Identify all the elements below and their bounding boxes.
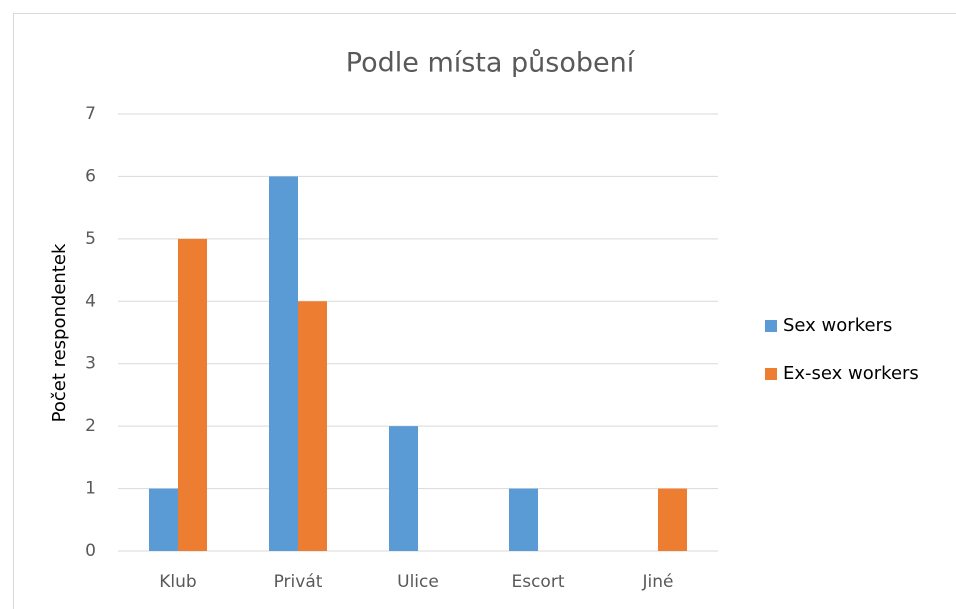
- legend-swatch: [765, 368, 777, 380]
- y-axis-label: Počet respondentek: [49, 243, 70, 422]
- x-tick-label: Jiné: [642, 572, 674, 592]
- y-tick-label: 3: [85, 354, 96, 374]
- y-tick-label: 2: [85, 416, 96, 436]
- x-tick-label: Ulice: [397, 572, 439, 592]
- y-tick-label: 7: [85, 104, 96, 124]
- bar: [509, 488, 538, 551]
- y-tick-label: 0: [85, 541, 96, 561]
- bar: [658, 488, 687, 551]
- bar: [269, 176, 298, 551]
- x-tick-label: Privát: [274, 572, 323, 592]
- chart-title: Podle místa působení: [346, 48, 636, 79]
- x-tick-label: Klub: [159, 572, 196, 592]
- legend-label: Sex workers: [783, 315, 892, 336]
- bar: [178, 238, 207, 551]
- legend-label: Ex-sex workers: [783, 363, 919, 384]
- y-tick-label: 1: [85, 479, 96, 499]
- x-tick-label: Escort: [511, 572, 564, 592]
- legend-swatch: [765, 320, 777, 332]
- bar: [298, 301, 327, 551]
- y-tick-label: 4: [85, 291, 96, 311]
- bar: [149, 488, 178, 551]
- bar: [389, 426, 418, 551]
- y-tick-label: 5: [85, 229, 96, 249]
- y-tick-label: 6: [85, 166, 96, 186]
